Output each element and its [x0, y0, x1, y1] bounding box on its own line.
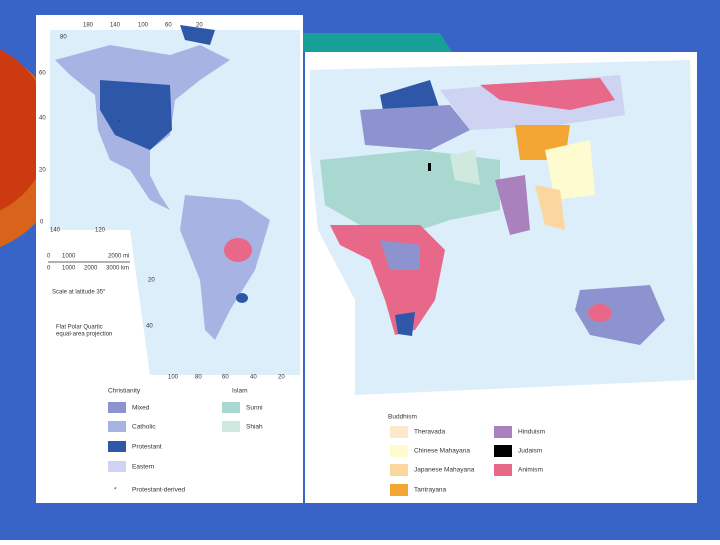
legend-symbol: *: [114, 487, 117, 494]
legend-swatch: [390, 464, 408, 476]
legend-swatch: [108, 421, 126, 432]
scale-label: 1000: [62, 254, 76, 260]
latitude-label: 20: [39, 168, 46, 174]
latitude-label: 20: [148, 278, 155, 284]
south-africa: [395, 312, 415, 336]
scale-note: Scale at latitude 35°: [52, 290, 106, 296]
south-america: [180, 195, 270, 340]
shiah-region: [450, 150, 480, 185]
greenland: [180, 25, 215, 45]
projection: equal-area projection: [56, 332, 112, 338]
protestant-region: [236, 293, 248, 303]
legend-swatch: [390, 426, 408, 438]
protestant-region: [100, 80, 172, 150]
longitude-label: 60: [165, 23, 172, 29]
scale-label: 2000: [84, 266, 98, 272]
latitude-label: 40: [146, 324, 153, 330]
legend-label: Catholic: [132, 424, 156, 431]
longitude-label: 40: [250, 375, 257, 381]
legend-label: Mixed: [132, 405, 150, 412]
scale-label: 1000: [62, 266, 76, 272]
latitude-label: 80: [60, 35, 67, 41]
animism-region: [224, 238, 252, 262]
legend-label: Protestant-derived: [132, 487, 185, 494]
siberia: [480, 78, 615, 110]
latitude-label: 40: [39, 116, 46, 122]
scale-label: 3000 km: [106, 266, 129, 272]
legend-label: Theravada: [414, 429, 445, 436]
legend-swatch: [494, 426, 512, 438]
animism-region: [588, 304, 612, 322]
legend-swatch: [222, 402, 240, 413]
chinese-mahayana: [545, 140, 595, 200]
hinduism-region: [495, 175, 530, 235]
judaism-region: [428, 163, 431, 171]
protestant-derived-mark: *: [118, 121, 121, 127]
legend-swatch: [494, 445, 512, 457]
legend-label: Animism: [518, 467, 543, 474]
legend-label: Shiah: [246, 424, 263, 431]
longitude-label: 100: [138, 23, 149, 29]
decor-bar: [300, 33, 452, 52]
legend-heading: Islam: [232, 388, 248, 395]
legend-swatch: [108, 441, 126, 452]
legend-label: Eastern: [132, 464, 155, 471]
legend-label: Chinese Mahayana: [414, 448, 470, 455]
longitude-label: 140: [110, 23, 121, 29]
latitude-label: 60: [39, 71, 46, 77]
theravada-region: [535, 185, 565, 230]
legend-label: Hinduism: [518, 429, 545, 436]
legend-label: Judaism: [518, 448, 542, 455]
longitude-label: 60: [222, 375, 229, 381]
legend-swatch: [108, 402, 126, 413]
europe: [360, 105, 470, 150]
longitude-label: 120: [95, 228, 106, 234]
legend-swatch: [222, 421, 240, 432]
legend-swatch: [494, 464, 512, 476]
legend-label: Japanese Mahayana: [414, 467, 475, 474]
legend-swatch: [390, 445, 408, 457]
legend-swatch: [390, 484, 408, 496]
legend-heading: Christianity: [108, 388, 141, 395]
longitude-label: 100: [168, 375, 179, 381]
longitude-label: 180: [83, 23, 94, 29]
australia: [575, 285, 665, 345]
legend-label: Tantrayana: [414, 487, 447, 494]
central-africa: [380, 240, 420, 270]
legend-heading: Buddhism: [388, 414, 417, 421]
longitude-label: 20: [196, 23, 203, 29]
projection: Flat Polar Quartic: [56, 325, 103, 331]
scale-label: 0: [47, 266, 51, 272]
legend-swatch: [108, 461, 126, 472]
legend-label: Protestant: [132, 444, 162, 451]
scale-label: 2000 mi: [108, 254, 129, 260]
scale-label: 0: [47, 254, 51, 260]
longitude-label: 20: [278, 375, 285, 381]
legend-label: Sunni: [246, 405, 263, 412]
longitude-label: 140: [50, 228, 61, 234]
latitude-label: 0: [40, 220, 44, 226]
longitude-label: 80: [195, 375, 202, 381]
